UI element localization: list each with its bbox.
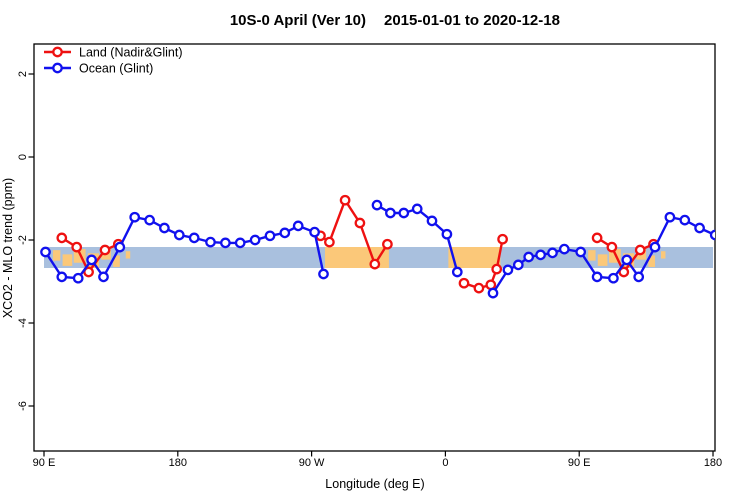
- data-point-marker: [497, 233, 508, 245]
- data-point-marker: [649, 241, 661, 253]
- data-point-marker: [547, 247, 558, 259]
- legend-marker-land-icon: [52, 46, 63, 58]
- data-point-marker: [664, 211, 676, 223]
- data-point-marker: [318, 268, 329, 280]
- data-point-marker: [264, 230, 276, 242]
- series-land: [56, 194, 659, 294]
- data-point-marker: [535, 249, 546, 261]
- data-point-marker: [634, 244, 646, 256]
- data-point-marker: [502, 264, 514, 276]
- plot-border: [33, 43, 716, 452]
- data-point-marker: [458, 277, 470, 289]
- data-point-marker: [618, 266, 630, 278]
- data-point-marker: [575, 246, 587, 258]
- data-point-marker: [591, 232, 603, 244]
- data-point-marker: [129, 211, 141, 223]
- map-strip-land-islands: [52, 250, 61, 261]
- data-point-marker: [159, 222, 170, 234]
- x-axis-label: Longitude (deg E): [325, 477, 424, 491]
- data-point-marker: [205, 236, 216, 248]
- data-point-marker: [188, 232, 200, 244]
- map-strip-land-africa: [448, 247, 501, 268]
- data-point-marker: [398, 207, 410, 219]
- x-tick-label: 180: [704, 457, 722, 469]
- y-tick-label: -2: [17, 235, 29, 245]
- data-point-marker: [491, 263, 503, 275]
- map-strip-land-islands: [113, 255, 120, 267]
- x-tick-label: 90 E: [33, 457, 56, 469]
- plot-area: [40, 194, 715, 299]
- legend: Land (Nadir&Glint) Ocean (Glint): [44, 46, 183, 76]
- data-point-marker: [369, 258, 381, 270]
- data-point-marker: [608, 272, 619, 284]
- data-point-marker: [40, 246, 51, 258]
- data-point-marker: [98, 271, 109, 283]
- data-point-marker: [451, 266, 463, 278]
- data-point-marker: [86, 254, 97, 266]
- data-point-marker: [485, 279, 497, 291]
- data-point-marker: [234, 237, 246, 249]
- data-point-marker: [292, 220, 304, 232]
- data-point-marker: [473, 282, 485, 294]
- x-tick-label: 180: [169, 457, 187, 469]
- y-axis-label: XCO2 - MLO trend (ppm): [1, 178, 15, 318]
- data-point-marker: [309, 226, 320, 238]
- data-point-marker: [56, 271, 68, 283]
- data-point-marker: [426, 215, 438, 227]
- x-tick-label: 90 E: [568, 457, 591, 469]
- chart-title-dates: 2015-01-01 to 2020-12-18: [384, 12, 560, 29]
- map-strip-land-islands: [648, 255, 656, 267]
- data-point-marker: [606, 241, 618, 253]
- data-point-marker: [144, 214, 155, 226]
- data-point-marker: [694, 222, 705, 234]
- data-point-marker: [83, 266, 94, 278]
- chart-title-range: 10S-0 April (Ver 10): [230, 12, 366, 29]
- data-point-marker: [591, 271, 603, 283]
- data-point-marker: [385, 207, 396, 219]
- data-point-marker: [633, 271, 645, 283]
- y-tick-label: -4: [17, 318, 29, 328]
- legend-label-land: Land (Nadir&Glint): [79, 46, 183, 60]
- map-strip-land-islands: [660, 251, 666, 259]
- axis-ticks: [28, 73, 714, 457]
- y-tick-label: 0: [17, 154, 29, 160]
- data-point-marker: [411, 203, 423, 215]
- map-strip-land-islands: [62, 254, 73, 266]
- data-point-marker: [324, 236, 335, 248]
- data-point-marker: [339, 194, 351, 206]
- y-tick-label: -6: [17, 401, 29, 411]
- data-point-marker: [523, 251, 535, 263]
- x-tick-label: 90 W: [299, 457, 325, 469]
- data-point-marker: [382, 238, 393, 250]
- series-ocean: [40, 199, 715, 299]
- legend-marker-ocean-icon: [52, 62, 63, 74]
- data-point-marker: [558, 243, 570, 255]
- data-point-marker: [56, 232, 68, 244]
- data-point-marker: [71, 241, 83, 253]
- map-strip-land-islands: [125, 251, 131, 259]
- data-point-marker: [487, 287, 499, 299]
- y-tick-label: 2: [17, 71, 29, 77]
- map-strip-land-islands: [597, 254, 608, 266]
- data-point-marker: [173, 229, 185, 241]
- data-point-marker: [512, 259, 524, 271]
- x-tick-label: 0: [442, 457, 448, 469]
- legend-label-ocean: Ocean (Glint): [79, 62, 153, 76]
- data-point-marker: [114, 241, 126, 253]
- data-point-marker: [441, 228, 453, 240]
- data-point-marker: [99, 244, 111, 256]
- data-point-marker: [249, 234, 261, 246]
- data-point-marker: [279, 227, 291, 239]
- data-point-marker: [709, 229, 715, 241]
- data-point-marker: [220, 237, 231, 249]
- data-point-marker: [72, 272, 84, 284]
- data-point-marker: [354, 217, 366, 229]
- data-point-marker: [679, 214, 691, 226]
- data-point-marker: [621, 254, 633, 266]
- data-point-marker: [371, 199, 383, 211]
- map-strip-land-islands: [588, 250, 596, 261]
